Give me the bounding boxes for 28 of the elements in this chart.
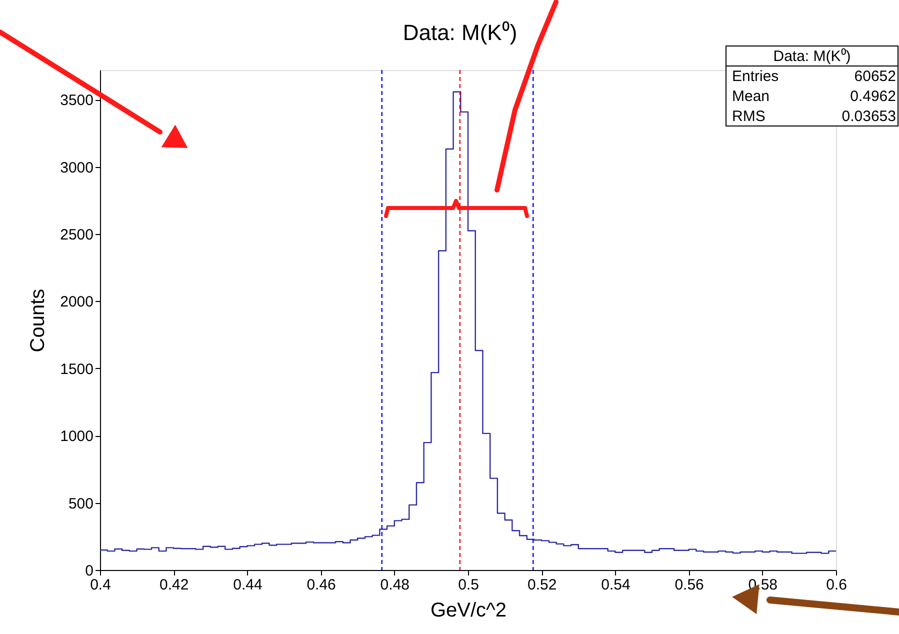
annotation: RMS bbox=[732, 108, 766, 125]
annotation: Entries bbox=[732, 68, 779, 85]
y-axis-title: Counts bbox=[27, 288, 50, 352]
y-tick-label: 500 bbox=[68, 495, 94, 512]
y-tick-label: 1500 bbox=[60, 360, 94, 378]
x-tick-label: 0.6 bbox=[826, 576, 847, 594]
x-tick-label: 0.54 bbox=[601, 576, 630, 594]
annotation: Mean bbox=[732, 88, 770, 105]
y-tick-label: 2500 bbox=[60, 226, 94, 244]
y-tick-label: 2000 bbox=[60, 294, 94, 311]
y-tick-label: 3500 bbox=[60, 92, 94, 110]
x-tick-label: 0.56 bbox=[674, 576, 704, 594]
x-tick-label: 0.5 bbox=[458, 576, 479, 594]
x-tick-label: 0.4 bbox=[90, 576, 111, 594]
y-tick-label: 0 bbox=[85, 562, 94, 580]
x-tick-label: 0.42 bbox=[160, 576, 189, 594]
text: 0.03653 bbox=[842, 108, 896, 125]
x-tick-label: 0.46 bbox=[306, 576, 336, 594]
x-tick-label: 0.52 bbox=[528, 576, 557, 594]
y-tick-label: 3000 bbox=[60, 159, 94, 176]
x-axis-title: GeV/c^2 bbox=[430, 600, 507, 622]
y-tick-label: 1000 bbox=[60, 428, 94, 446]
x-tick-label: 0.48 bbox=[380, 576, 410, 594]
x-tick-label: 0.44 bbox=[233, 576, 262, 594]
chart-title: Data: M(K⁰) bbox=[402, 20, 518, 45]
text: 0.4962 bbox=[850, 88, 896, 105]
text: 60652 bbox=[854, 68, 896, 85]
text: Data: M(K⁰) bbox=[773, 48, 851, 65]
